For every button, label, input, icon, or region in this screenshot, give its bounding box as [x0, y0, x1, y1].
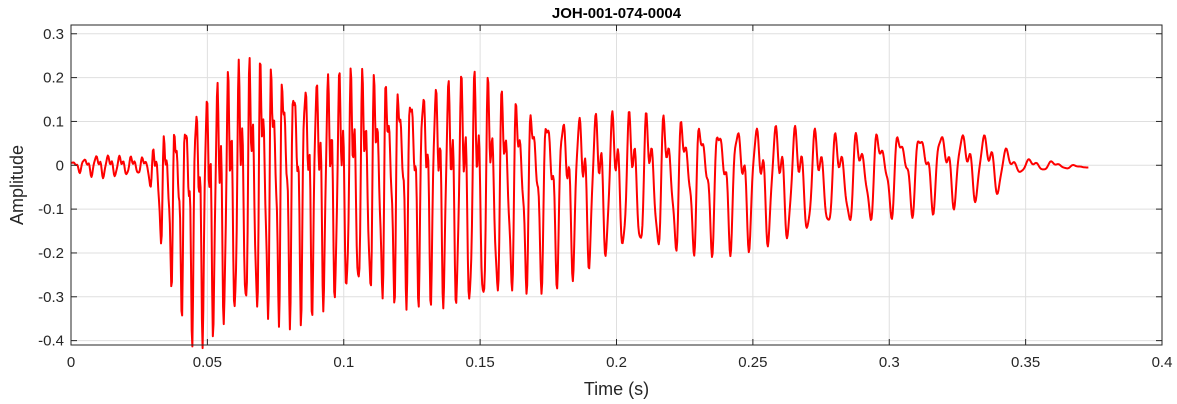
- x-tick-label: 0.15: [466, 354, 495, 371]
- y-ticks: 0.3 0.2 0.1 0 -0.1 -0.2 -0.3 -0.4: [38, 26, 1162, 350]
- y-tick-label: -0.3: [38, 289, 64, 306]
- x-ticks: 0 0.05 0.1 0.15 0.2 0.25 0.3 0.35 0.4: [67, 25, 1173, 371]
- x-axis-label: Time (s): [584, 379, 649, 399]
- waveform-series-line: [70, 57, 1089, 350]
- x-tick-label: 0.35: [1011, 354, 1040, 371]
- y-tick-label: 0.2: [43, 70, 64, 87]
- series-group: [70, 57, 1089, 350]
- x-tick-label: 0.05: [193, 354, 222, 371]
- y-tick-label: -0.1: [38, 201, 64, 218]
- y-axis-label: Amplitude: [7, 145, 27, 225]
- x-tick-label: 0.3: [879, 354, 900, 371]
- x-tick-label: 0.2: [606, 354, 627, 371]
- y-tick-label: 0.1: [43, 113, 64, 130]
- y-tick-label: 0.3: [43, 26, 64, 43]
- y-tick-label: 0: [56, 157, 64, 174]
- y-tick-label: -0.4: [38, 333, 64, 350]
- x-tick-label: 0: [67, 354, 75, 371]
- x-tick-label: 0.4: [1152, 354, 1173, 371]
- x-tick-label: 0.1: [333, 354, 354, 371]
- y-tick-label: -0.2: [38, 245, 64, 262]
- x-tick-label: 0.25: [738, 354, 767, 371]
- chart-title: JOH-001-074-0004: [552, 5, 682, 22]
